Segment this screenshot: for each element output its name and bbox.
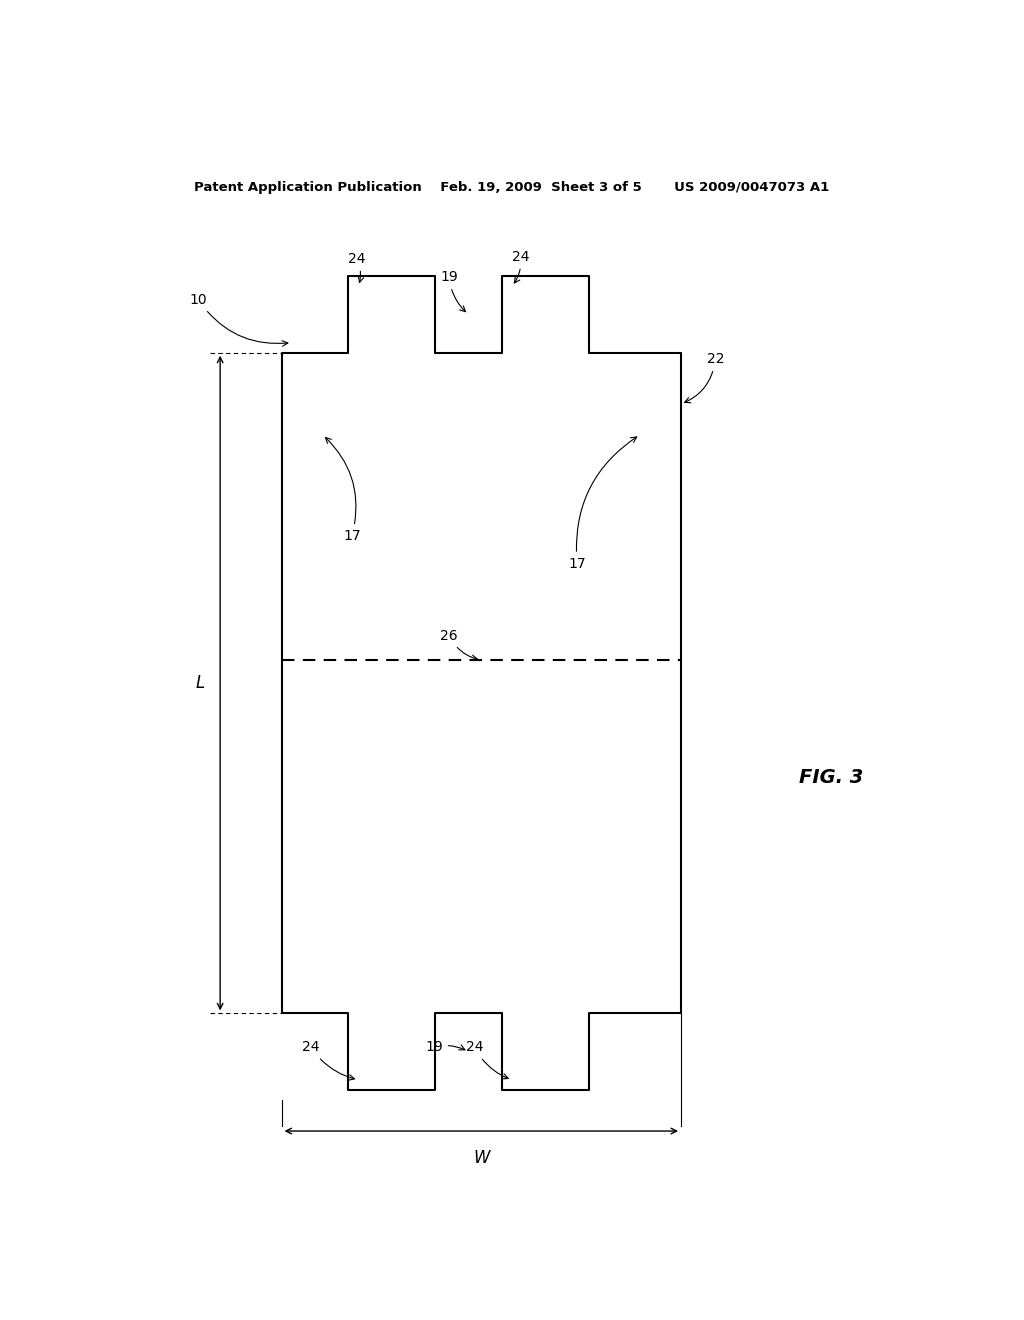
Text: 19: 19 — [425, 1040, 465, 1055]
Text: W: W — [473, 1150, 489, 1167]
Text: 19: 19 — [440, 271, 466, 312]
Text: 22: 22 — [685, 352, 724, 403]
Text: 24: 24 — [466, 1040, 508, 1078]
Text: 24: 24 — [512, 249, 529, 282]
Text: 24: 24 — [302, 1040, 354, 1080]
Text: L: L — [196, 675, 205, 692]
Text: 26: 26 — [440, 628, 477, 660]
Text: 24: 24 — [348, 252, 366, 282]
Text: FIG. 3: FIG. 3 — [799, 768, 863, 787]
Text: 17: 17 — [568, 437, 637, 570]
Text: Patent Application Publication    Feb. 19, 2009  Sheet 3 of 5       US 2009/0047: Patent Application Publication Feb. 19, … — [195, 181, 829, 194]
Text: 17: 17 — [326, 437, 360, 544]
Text: 10: 10 — [189, 293, 288, 346]
